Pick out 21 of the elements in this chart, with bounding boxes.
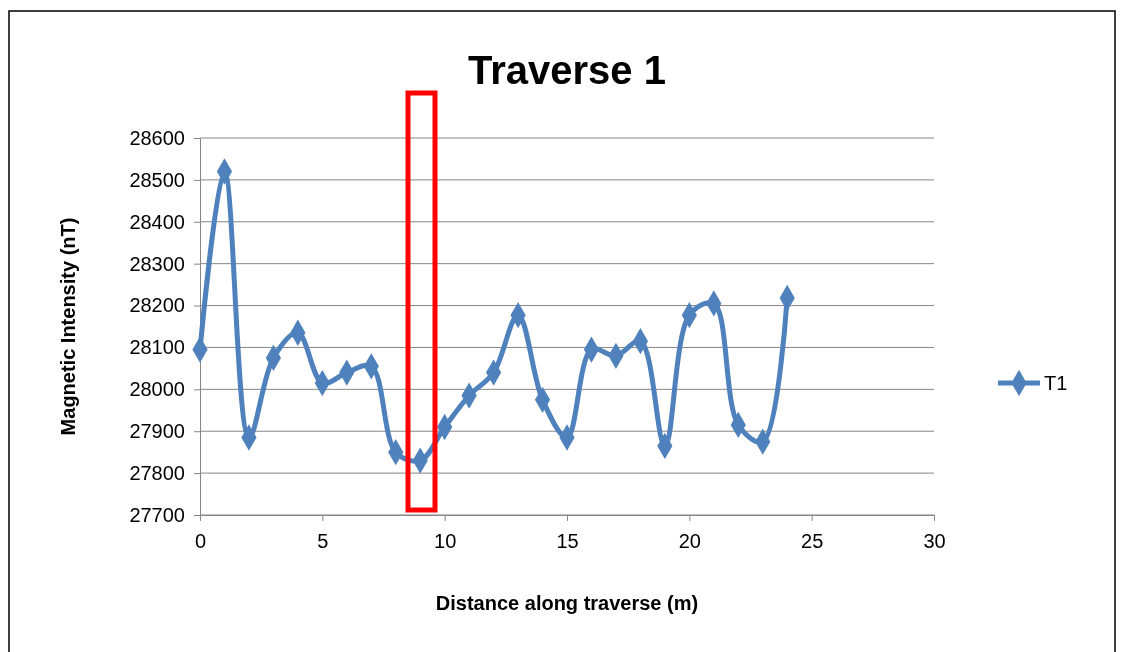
chart-title: Traverse 1 [468, 48, 666, 92]
y-tick-label: 27900 [129, 420, 185, 443]
y-tick-label: 28000 [129, 378, 185, 401]
x-tick-label: 15 [556, 530, 579, 552]
x-axis-title: Distance along traverse (m) [435, 592, 699, 614]
x-tick-label: 30 [923, 530, 946, 552]
legend-label: T1 [1044, 372, 1068, 394]
y-tick-label: 28200 [129, 294, 185, 317]
y-tick-label: 28100 [129, 336, 185, 359]
y-tick-label: 27800 [129, 462, 185, 485]
y-tick-label: 28600 [129, 126, 185, 149]
x-tick-label: 0 [194, 530, 207, 552]
y-tick-label: 28400 [129, 210, 185, 233]
x-tick-label: 20 [678, 530, 701, 552]
y-tick-label: 28500 [129, 168, 185, 191]
x-tick-label: 5 [317, 530, 329, 552]
x-tick-label: 25 [801, 530, 824, 552]
x-tick-label: 10 [434, 530, 457, 552]
y-tick-label: 27700 [129, 503, 185, 526]
y-axis-title: Magnetic Intensity (nT) [57, 217, 79, 436]
y-tick-label: 28300 [129, 252, 185, 275]
